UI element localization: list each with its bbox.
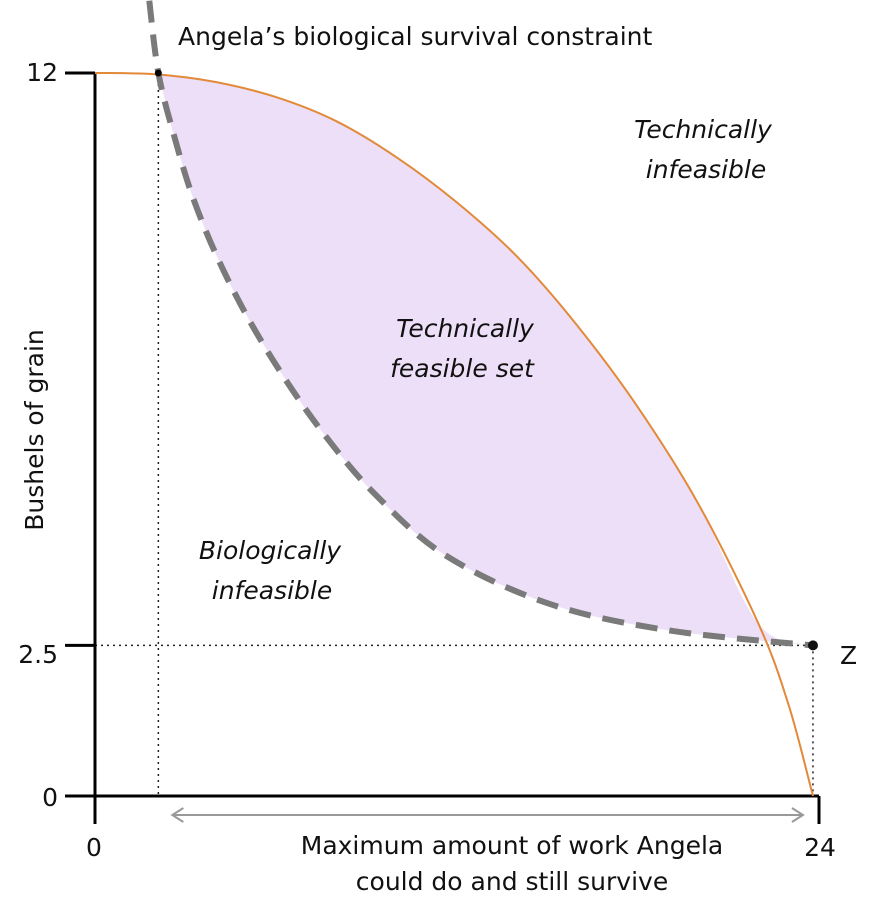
x-axis-label-line-2: could do and still survive bbox=[356, 867, 668, 896]
x-tick-label-0: 0 bbox=[86, 833, 102, 862]
range-arrow-head-left bbox=[170, 807, 184, 823]
biologically-infeasible-label-1: Biologically bbox=[199, 536, 342, 565]
y-axis-label: Bushels of grain bbox=[20, 329, 49, 530]
feasible-set-label-1: Technically bbox=[396, 314, 535, 343]
technically-infeasible-label-1: Technically bbox=[634, 115, 773, 144]
x-tick-label-24: 24 bbox=[804, 833, 836, 862]
range-arrow-head-right bbox=[791, 807, 805, 823]
survival-constraint-line bbox=[146, 0, 814, 649]
x-axis-label-line-1: Maximum amount of work Angela bbox=[301, 831, 724, 860]
point-z-label: Z bbox=[840, 641, 857, 670]
feasible-set-label-2: feasible set bbox=[390, 354, 535, 383]
point-z bbox=[807, 640, 818, 651]
survival-constraint-label: Angela’s biological survival constraint bbox=[178, 22, 653, 51]
y-tick-label-2-5: 2.5 bbox=[18, 640, 58, 669]
production-frontier-line bbox=[94, 72, 814, 797]
biologically-infeasible-label-2: infeasible bbox=[212, 576, 332, 605]
y-tick-label-12: 12 bbox=[26, 58, 58, 87]
feasible-set-area bbox=[158, 73, 813, 646]
intersection-point-top bbox=[154, 69, 162, 77]
technically-infeasible-label-2: infeasible bbox=[646, 155, 766, 184]
y-tick-label-0: 0 bbox=[42, 783, 58, 812]
